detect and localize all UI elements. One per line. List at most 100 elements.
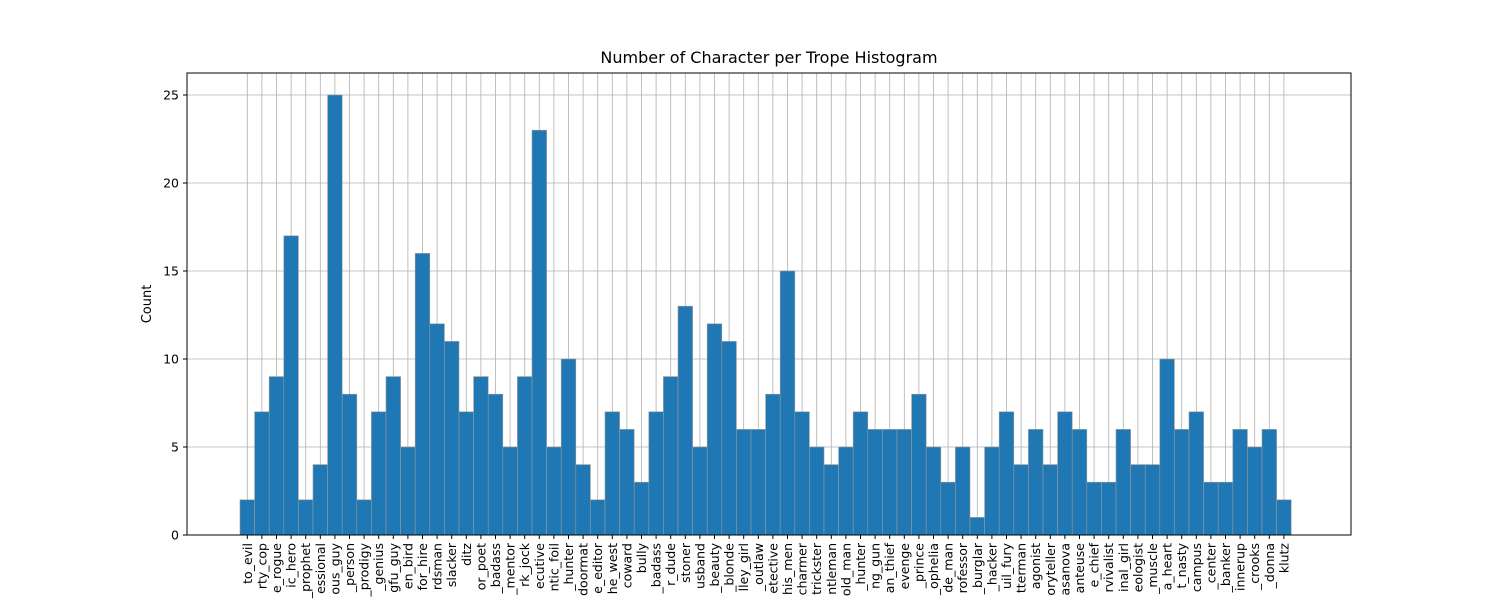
x-tick-label: ntic_foil	[546, 543, 561, 591]
bar	[429, 323, 445, 536]
x-tick-label: a_heart	[1160, 543, 1175, 590]
x-tick-label: de_man	[941, 543, 956, 593]
x-tick-label: an_thief	[882, 542, 897, 593]
bar	[779, 270, 796, 536]
x-tick-label: _hacker	[984, 542, 999, 592]
x-tick-label: rdsman	[430, 543, 445, 590]
x-tick-label: _mentor	[503, 542, 518, 596]
bar	[1174, 429, 1190, 536]
y-tick-label: 15	[163, 264, 179, 279]
bar	[765, 393, 781, 536]
x-tick-label: _ophelia	[926, 543, 941, 596]
bar	[1071, 429, 1088, 536]
bar	[1217, 481, 1234, 536]
x-tick-label: charmer	[795, 542, 810, 595]
x-tick-label: evenge	[897, 543, 912, 590]
bar	[502, 446, 518, 536]
bar	[385, 376, 401, 536]
plot-frame	[186, 72, 1352, 536]
x-tick-label: rvivalist	[1101, 543, 1116, 593]
x-tick-label: innerup	[1233, 543, 1248, 591]
x-tick-label: for_hire	[415, 543, 430, 591]
bar	[867, 429, 883, 536]
x-tick-label: _prodigy	[357, 542, 372, 597]
bar	[517, 376, 533, 536]
x-tick-label: en_bird	[400, 543, 415, 589]
x-tick-label: _banker	[1218, 542, 1233, 593]
x-tick-label: _genius	[371, 543, 386, 592]
bar	[590, 499, 606, 536]
bar	[604, 411, 620, 536]
bar	[1101, 481, 1117, 536]
x-tick-label: _badass	[488, 543, 503, 594]
bar	[546, 446, 562, 536]
x-tick-label: asanova	[1057, 543, 1072, 595]
x-tick-label: he_west	[605, 543, 620, 594]
x-tick-label: _center	[1203, 542, 1218, 590]
x-tick-label: _prophet	[298, 543, 313, 599]
x-tick-label: bully	[634, 542, 649, 573]
x-tick-label: tterman	[1014, 543, 1029, 593]
x-tick-label: gfu_guy	[386, 542, 401, 592]
bar	[911, 393, 927, 536]
bar	[750, 429, 766, 536]
bar	[254, 411, 270, 536]
x-axis-ticks: to_evil rty_cop e_rogue ic_hero _prophet essi…	[240, 535, 1291, 599]
bar	[706, 323, 723, 536]
bar	[984, 446, 1000, 536]
bar	[823, 464, 839, 536]
bar	[268, 376, 285, 536]
bar	[736, 429, 752, 536]
y-axis-label: Count	[140, 285, 155, 324]
bar	[487, 393, 504, 536]
x-tick-label: _donna	[1262, 543, 1277, 589]
bar	[633, 481, 650, 536]
bar	[619, 429, 635, 536]
y-tick-label: 25	[163, 88, 179, 103]
bar	[809, 446, 825, 536]
bar	[1188, 411, 1204, 536]
axes	[186, 72, 1352, 536]
x-tick-label: klutz	[1276, 543, 1291, 574]
x-tick-label: t_nasty	[1174, 542, 1189, 588]
chart-title: Number of Character per Trope Histogram	[600, 48, 938, 67]
bar	[648, 411, 664, 536]
x-tick-label: or_poet	[473, 543, 488, 590]
x-tick-label: e_editor	[590, 542, 605, 594]
x-tick-label: uil_fury	[999, 542, 1014, 589]
bar	[969, 517, 985, 536]
x-tick-label: ic_hero	[284, 543, 299, 588]
x-tick-label: e_rogue	[269, 543, 284, 593]
bar	[677, 305, 693, 536]
bar	[341, 393, 358, 536]
x-tick-label: _person	[342, 543, 357, 593]
bar	[531, 129, 547, 536]
x-tick-label: rofessor	[955, 542, 970, 593]
x-tick-label: ditz	[459, 543, 474, 566]
x-tick-label: _crooks	[1247, 543, 1262, 591]
x-tick-label: _burglar	[970, 542, 985, 595]
bar	[721, 341, 737, 536]
bars	[239, 94, 1292, 536]
x-tick-label: inal_girl	[1116, 543, 1131, 592]
bar	[327, 94, 343, 536]
x-tick-label: to_evil	[240, 543, 255, 584]
y-tick-label: 10	[163, 352, 179, 367]
x-tick-label: ntleman	[824, 543, 839, 595]
bar	[1159, 358, 1175, 536]
x-tick-label: anteuse	[1072, 543, 1087, 594]
bar	[356, 499, 372, 536]
x-tick-label: stoner	[678, 542, 693, 583]
x-tick-label: e_chief	[1087, 542, 1102, 587]
x-tick-label: _prince	[911, 543, 926, 590]
bar	[458, 411, 474, 536]
x-tick-label: lley_girl	[736, 543, 751, 591]
bar	[794, 411, 810, 536]
x-tick-label: ecutive	[532, 543, 547, 589]
y-axis-ticks: 0 5 10 15 20 25	[163, 88, 187, 543]
bar	[312, 464, 328, 536]
x-tick-label: _hunter	[561, 542, 576, 592]
bar	[298, 499, 314, 536]
